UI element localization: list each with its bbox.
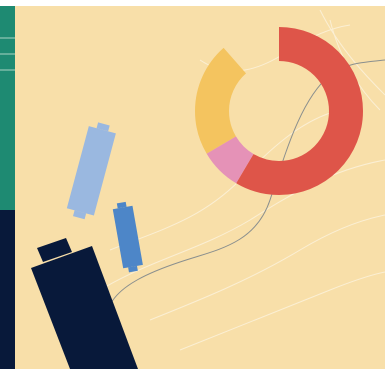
candle-wick — [37, 238, 72, 262]
candle-wick — [128, 265, 138, 273]
decorative-line — [319, 9, 385, 96]
sidebar-strip — [0, 6, 15, 369]
page-margin — [0, 369, 385, 371]
candlestick-icon — [112, 201, 143, 273]
decorative-line — [149, 214, 385, 321]
candle-body — [66, 126, 116, 216]
decorative-line — [179, 271, 385, 351]
donut-chart-icon — [195, 27, 363, 195]
donut-segment-red — [195, 27, 363, 195]
candle-body — [112, 205, 143, 269]
candlestick-icon — [66, 122, 116, 220]
candle-wick — [73, 210, 87, 220]
sidebar-teal-block — [0, 6, 15, 210]
donut-segment-yellow — [195, 27, 363, 195]
decorative-line — [99, 159, 385, 291]
candle-wick — [116, 201, 127, 209]
sidebar-navy-block — [0, 210, 15, 369]
candlestick-icon — [31, 238, 138, 369]
candle-body — [31, 246, 138, 369]
